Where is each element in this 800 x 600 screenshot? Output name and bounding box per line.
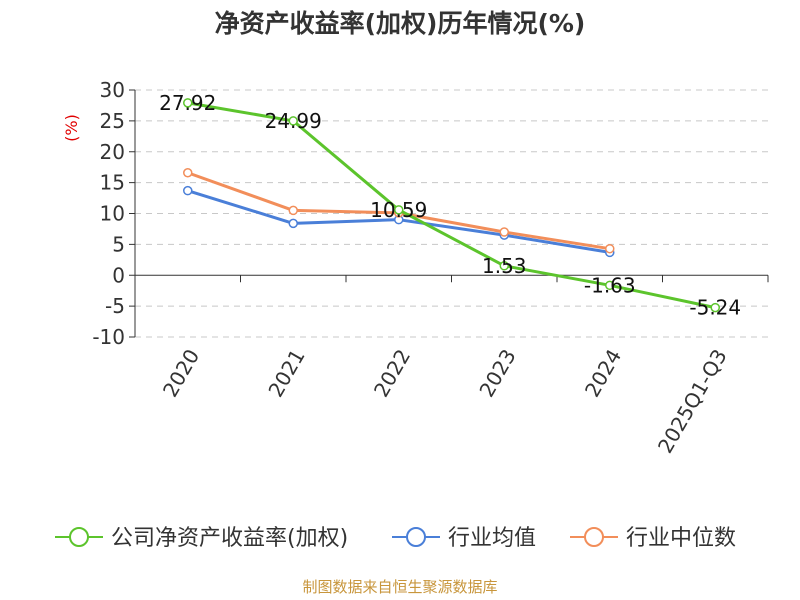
legend: 公司净资产收益率(加权) 行业均值 行业中位数 — [55, 526, 736, 551]
data-point — [605, 280, 615, 291]
data-point — [183, 98, 193, 108]
data-point — [499, 261, 509, 271]
y-tick-label: 0 — [112, 263, 125, 287]
data-label: 1.53 — [482, 254, 527, 278]
data-label: 27.92 — [159, 91, 216, 115]
data-label: 10.59 — [370, 198, 427, 222]
data-label: -5.24 — [689, 296, 741, 320]
y-tick-label: 30 — [100, 78, 125, 102]
axes: 30 25 20 15 10 5 0 -5 -10 2020 2021 2022 2023 2024 202… — [92, 78, 769, 457]
x-tick-label: 2021 — [263, 345, 309, 401]
x-tick-label: 2024 — [580, 345, 626, 401]
legend-label: 行业中位数 — [626, 526, 736, 551]
legend-marker — [406, 527, 426, 547]
data-label: 24.99 — [265, 109, 322, 133]
x-tick-label: 2022 — [369, 345, 415, 401]
data-point — [288, 116, 298, 126]
x-tick-label: 2023 — [474, 345, 520, 401]
legend-marker — [584, 527, 604, 547]
source-note: 制图数据来自恒生聚源数据库 — [302, 578, 497, 596]
data-point — [605, 243, 615, 254]
x-tick-label: 2020 — [158, 345, 204, 401]
data-label: -1.63 — [584, 273, 636, 297]
y-tick-label: 5 — [112, 232, 125, 256]
data-point — [499, 227, 509, 237]
series-line — [187, 101, 716, 310]
y-tick-label: 15 — [100, 171, 125, 195]
data-point — [288, 205, 298, 216]
y-tick-label: -10 — [92, 325, 125, 349]
series-lines — [183, 98, 720, 313]
data-point — [183, 167, 193, 178]
data-point — [394, 205, 404, 215]
legend-marker — [69, 527, 89, 547]
chart-title: 净资产收益率(加权)历年情况(%) — [215, 9, 586, 38]
y-tick-label: 25 — [100, 109, 125, 133]
y-axis-unit-label: (%) — [62, 114, 81, 142]
y-tick-label: -5 — [105, 294, 125, 318]
data-labels: 27.92 24.99 10.59 1.53 -1.63 -5.24 — [159, 91, 741, 320]
y-tick-label: 20 — [100, 140, 125, 164]
data-point — [288, 218, 298, 229]
x-tick-label: 2025Q1-Q3 — [653, 345, 732, 457]
data-point — [710, 302, 720, 313]
legend-label: 行业均值 — [448, 526, 536, 551]
y-tick-label: 10 — [100, 202, 125, 226]
legend-label: 公司净资产收益率(加权) — [111, 526, 348, 551]
data-point — [183, 185, 193, 196]
